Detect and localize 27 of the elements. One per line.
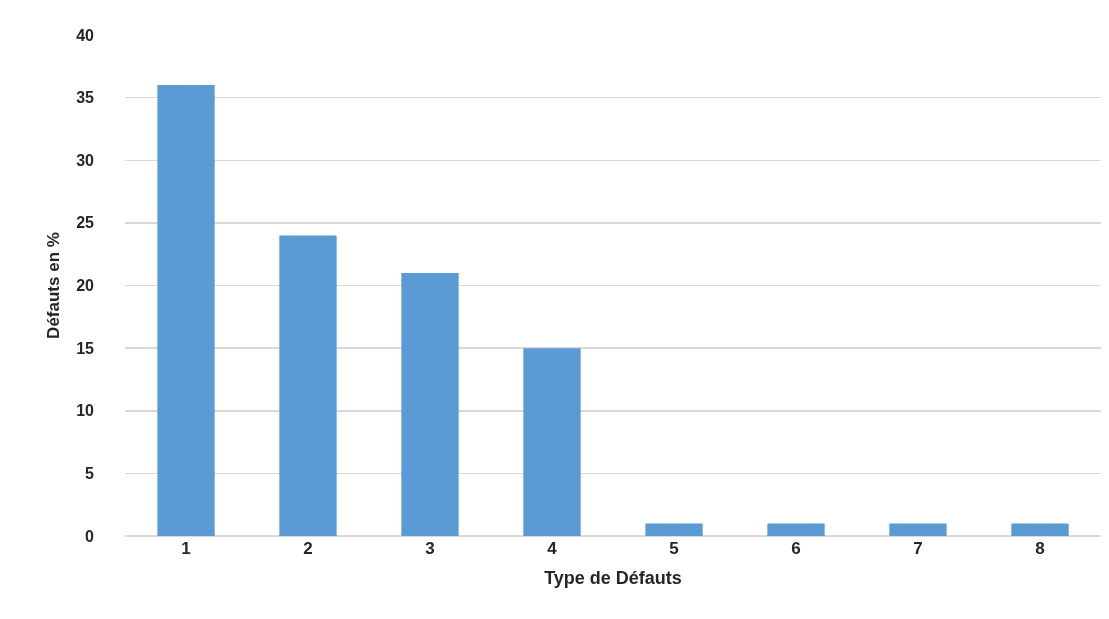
y-tick-label: 20 bbox=[76, 277, 95, 295]
x-tick-label: 4 bbox=[547, 539, 558, 558]
bar bbox=[889, 523, 947, 536]
x-tick-label: 6 bbox=[791, 539, 801, 558]
bar bbox=[1011, 523, 1069, 536]
x-tick-label: 3 bbox=[425, 539, 435, 558]
y-tick-label: 0 bbox=[85, 527, 95, 545]
y-axis-title: Défauts en % bbox=[43, 232, 63, 339]
y-tick-label: 5 bbox=[85, 464, 95, 482]
y-tick-label: 15 bbox=[76, 339, 95, 357]
y-tick-label: 25 bbox=[76, 214, 95, 232]
bar bbox=[645, 523, 703, 536]
x-tick-label: 7 bbox=[913, 539, 923, 558]
x-axis-title: Type de Défauts bbox=[544, 568, 682, 589]
y-tick-label: 40 bbox=[76, 26, 95, 44]
bar bbox=[767, 523, 825, 536]
bar bbox=[279, 235, 337, 536]
y-tick-label: 30 bbox=[76, 151, 95, 169]
x-tick-label: 1 bbox=[181, 539, 191, 558]
x-tick-label: 2 bbox=[303, 539, 313, 558]
y-tick-label: 10 bbox=[76, 402, 95, 420]
x-tick-label: 8 bbox=[1035, 539, 1045, 558]
bar bbox=[401, 272, 459, 536]
y-tick-label: 35 bbox=[76, 89, 95, 107]
bar bbox=[523, 348, 581, 536]
bar bbox=[157, 85, 215, 536]
x-tick-label: 5 bbox=[669, 539, 679, 558]
